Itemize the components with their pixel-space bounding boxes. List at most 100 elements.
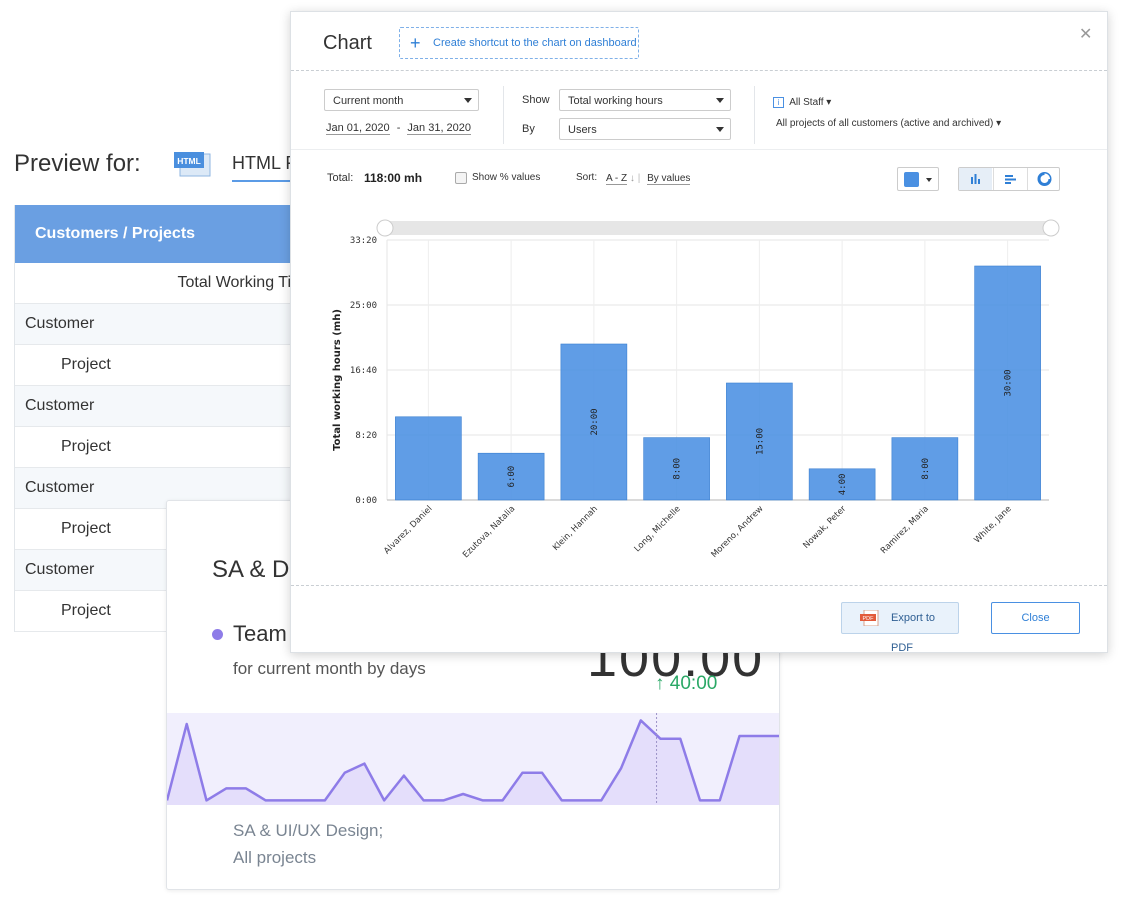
- export-pdf-button[interactable]: PDF Export to PDF: [841, 602, 959, 654]
- html-file-icon[interactable]: HTML: [172, 150, 212, 178]
- pie-chart-icon: [1037, 172, 1052, 186]
- total-working-time-row: Total Working Ti: [15, 263, 305, 304]
- show-select-value: Total working hours: [568, 95, 663, 107]
- filter-separator: [503, 86, 504, 144]
- show-label: Show: [522, 94, 550, 106]
- period-select-value: Current month: [333, 95, 404, 107]
- bar-value-label: 15:00: [755, 428, 765, 455]
- widget-subtitle: for current month by days: [233, 659, 426, 678]
- sort-label: Sort:: [576, 172, 598, 183]
- show-percent-checkbox[interactable]: [455, 172, 467, 184]
- bar[interactable]: [808, 468, 876, 501]
- pdf-icon: PDF: [860, 610, 879, 626]
- y-tick-label: 25:00: [350, 301, 377, 311]
- period-select[interactable]: Current month: [324, 89, 479, 111]
- chevron-down-icon: [464, 98, 472, 103]
- bar-value-label: 20:00: [590, 408, 600, 435]
- chart-dialog: Chart + Create shortcut to the chart on …: [290, 11, 1108, 654]
- bar[interactable]: [974, 265, 1041, 501]
- tab-active-underline: [232, 180, 302, 182]
- date-range[interactable]: Jan 01, 2020 - Jan 31, 2020: [326, 122, 472, 135]
- caret-down-icon: ▾: [996, 118, 1002, 129]
- arrow-up-icon: ↑: [655, 673, 665, 694]
- show-select[interactable]: Total working hours: [559, 89, 731, 111]
- bar-value-label: 4:00: [838, 474, 848, 496]
- bar[interactable]: [643, 437, 710, 501]
- bar-chart-icon: [971, 174, 980, 184]
- x-tick-label: Moreno, Andrew: [710, 504, 766, 560]
- bar-value-label: 30:00: [1004, 369, 1014, 396]
- close-icon[interactable]: ✕: [1079, 26, 1093, 43]
- x-tick-label: Alvarez, Daniel: [382, 504, 434, 556]
- create-shortcut-label: Create shortcut to the chart on dashboar…: [433, 37, 637, 49]
- projects-filter[interactable]: All projects of all customers (active an…: [776, 118, 1001, 129]
- x-tick-label: Long, Michelle: [633, 504, 683, 554]
- series-dot-icon: [212, 629, 223, 640]
- bar-value-label: 8:00: [673, 458, 683, 480]
- y-tick-label: 0:00: [355, 496, 377, 506]
- date-separator: -: [396, 122, 401, 134]
- bar-chart: 0:00 8:20 16:40 25:00 33:20 Total working hou…: [332, 219, 1060, 560]
- bar-color-picker[interactable]: [897, 167, 939, 191]
- staff-filter-label: All Staff: [789, 97, 824, 108]
- chevron-down-icon: [716, 98, 724, 103]
- widget-sparkline: [167, 713, 779, 805]
- x-tick-label: Ezutova, Natalia: [461, 504, 517, 560]
- widget-footer-line1: SA & UI/UX Design;: [233, 821, 384, 840]
- by-select[interactable]: Users: [559, 118, 731, 140]
- x-tick-label: Ramirez, Maria: [879, 504, 931, 556]
- range-handle-right[interactable]: [1042, 219, 1060, 237]
- staff-filter[interactable]: i All Staff ▾: [773, 97, 831, 108]
- date-to[interactable]: Jan 31, 2020: [407, 122, 472, 135]
- y-tick-label: 16:40: [350, 366, 377, 376]
- bar[interactable]: [726, 382, 793, 501]
- preview-label: Preview for:: [14, 150, 141, 177]
- sparkline-line: [167, 719, 779, 802]
- projects-filter-label: All projects of all customers (active an…: [776, 118, 994, 129]
- bar[interactable]: [891, 437, 959, 501]
- vertical-bar-view-button[interactable]: [959, 168, 992, 190]
- tab-html-preview[interactable]: HTML F: [232, 153, 297, 173]
- show-percent-label: Show % values: [472, 172, 541, 183]
- sort-by-values-link[interactable]: By values: [647, 173, 691, 185]
- x-tick-label: Klein, Hannah: [551, 504, 600, 553]
- filter-separator: [754, 86, 755, 144]
- date-from[interactable]: Jan 01, 2020: [326, 122, 390, 135]
- sort-az-link[interactable]: A - Z: [606, 173, 628, 185]
- pie-view-button[interactable]: [1027, 168, 1061, 190]
- range-scroller[interactable]: [383, 221, 1053, 235]
- close-button[interactable]: Close: [991, 602, 1080, 634]
- y-tick-label: 8:20: [355, 431, 377, 441]
- bar[interactable]: [395, 416, 462, 501]
- svg-text:HTML: HTML: [177, 156, 201, 166]
- sort-desc-icon: ↓: [629, 173, 635, 184]
- table-row: Project: [15, 427, 305, 468]
- create-shortcut-button[interactable]: + Create shortcut to the chart on dashbo…: [399, 27, 639, 59]
- caret-down-icon: ▾: [826, 97, 832, 108]
- widget-series-label: Team: [233, 621, 287, 646]
- bar[interactable]: [560, 343, 628, 501]
- widget-title: SA & D: [212, 556, 290, 583]
- widget-delta-value: 40:00: [669, 673, 718, 694]
- sparkline-area: [167, 720, 779, 805]
- chevron-down-icon: [716, 127, 724, 132]
- bar[interactable]: [477, 452, 545, 501]
- widget-footer-line2: All projects: [233, 848, 317, 867]
- dialog-header-divider: [291, 70, 1107, 71]
- svg-text:PDF: PDF: [863, 616, 875, 622]
- dashboard-widget[interactable]: SA & D Team 100:00 for current month by …: [166, 500, 780, 890]
- horizontal-bar-view-button[interactable]: [993, 168, 1027, 190]
- by-select-value: Users: [568, 124, 597, 136]
- chart-view-toggle: [958, 167, 1060, 191]
- y-tick-label: 33:20: [350, 236, 377, 246]
- info-icon: i: [773, 97, 784, 108]
- export-pdf-label: Export to PDF: [891, 612, 936, 654]
- dialog-title: Chart: [323, 32, 372, 54]
- by-label: By: [522, 123, 535, 135]
- total-value: 118:00 mh: [364, 171, 423, 185]
- table-row: Customer: [15, 304, 305, 345]
- dialog-footer-divider: [291, 585, 1107, 586]
- range-handle-left[interactable]: [376, 219, 394, 237]
- table-row: Project: [15, 345, 305, 386]
- widget-delta: ↑ 40:00: [655, 673, 717, 695]
